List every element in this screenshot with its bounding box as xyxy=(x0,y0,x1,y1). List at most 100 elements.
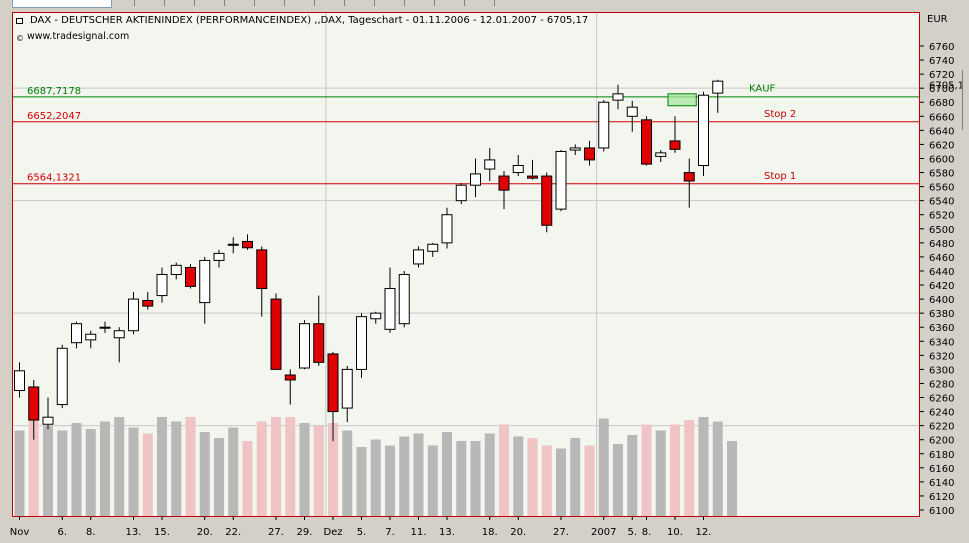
toolbar xyxy=(0,0,969,8)
volume-bar xyxy=(470,441,481,516)
toolbar-button[interactable] xyxy=(150,0,165,6)
toolbar-button[interactable] xyxy=(120,0,135,6)
y-tick-label: 6600 xyxy=(929,154,954,165)
last-price-label: 6705,17 xyxy=(929,81,969,92)
toolbar-button[interactable] xyxy=(480,0,495,6)
candle-up xyxy=(85,333,97,341)
candle-up xyxy=(512,165,524,174)
volume-bar xyxy=(427,445,438,516)
right-scrollbar[interactable] xyxy=(962,70,969,130)
x-tick-label: Dez xyxy=(323,527,342,538)
candle-up xyxy=(598,101,610,149)
volume-bar xyxy=(698,417,709,516)
volume-bar xyxy=(541,445,552,516)
volume-bar xyxy=(513,436,524,516)
x-tick-label: 6. xyxy=(57,527,67,538)
candle-up xyxy=(56,347,68,406)
candle-up xyxy=(156,273,168,297)
x-tick-label: 22. xyxy=(225,527,241,538)
x-tick-label: 15. xyxy=(154,527,170,538)
candle-up xyxy=(427,243,439,252)
x-tick-label: 20. xyxy=(197,527,213,538)
volume-bar xyxy=(670,424,680,516)
volume-bar xyxy=(385,445,395,516)
y-tick-label: 6180 xyxy=(929,450,954,461)
volume-bar xyxy=(114,417,125,516)
volume-bar xyxy=(256,421,267,516)
candle-up xyxy=(341,368,353,409)
y-tick-label: 6300 xyxy=(929,365,954,376)
currency-label: EUR xyxy=(927,14,948,25)
y-tick-label: 6160 xyxy=(929,464,954,475)
y-tick-label: 6280 xyxy=(929,379,954,390)
toolbar-button[interactable] xyxy=(360,0,375,6)
chart-title: DAX - DEUTSCHER AKTIENINDEX (PERFORMANCE… xyxy=(30,15,589,26)
candle-up xyxy=(555,150,567,210)
candle-down xyxy=(683,172,695,182)
candle-up xyxy=(299,323,310,369)
volume-bar xyxy=(214,438,224,516)
volume-bar xyxy=(171,421,182,516)
y-tick-label: 6360 xyxy=(929,323,954,334)
x-tick-label: 27. xyxy=(553,527,569,538)
y-tick-label: 6100 xyxy=(929,506,954,517)
y-tick-label: 6620 xyxy=(929,140,954,151)
annotation-label: Stop 2 xyxy=(764,109,796,120)
x-tick-label: Nov xyxy=(10,527,30,538)
volume-bar xyxy=(399,436,410,516)
candle-up xyxy=(470,173,481,186)
candle-down xyxy=(284,374,296,381)
volume-bar xyxy=(370,439,381,516)
volume-bar xyxy=(484,433,495,516)
toolbar-button[interactable] xyxy=(450,0,465,6)
candle-up xyxy=(170,264,182,275)
x-tick-label: 5. xyxy=(627,527,637,538)
volume-bar xyxy=(342,430,353,516)
toolbar-button[interactable] xyxy=(420,0,435,6)
y-tick-label: 6580 xyxy=(929,169,954,180)
candle-up xyxy=(398,273,410,325)
toolbar-button[interactable] xyxy=(240,0,255,6)
candle-up xyxy=(612,93,624,101)
candle-down xyxy=(185,266,196,287)
volume-bar xyxy=(727,441,737,516)
candle-down xyxy=(256,249,268,290)
x-tick-label: 18. xyxy=(482,527,498,538)
toolbar-button[interactable] xyxy=(270,0,285,6)
annotation-label: KAUF xyxy=(749,84,776,95)
x-tick-label: 27. xyxy=(268,527,284,538)
volume-bar xyxy=(71,423,82,516)
candle-down xyxy=(498,175,510,191)
candle-up xyxy=(712,80,724,94)
toolbar-button[interactable] xyxy=(330,0,345,6)
toolbar-button[interactable] xyxy=(180,0,195,6)
volume-bar xyxy=(655,430,666,516)
x-tick-label: 8. xyxy=(86,527,96,538)
toolbar-button[interactable] xyxy=(210,0,225,6)
volume-bar xyxy=(199,432,210,516)
y-tick-label: 6400 xyxy=(929,295,954,306)
y-tick-label: 6760 xyxy=(929,42,954,53)
volume-bar xyxy=(499,424,509,516)
candle-up xyxy=(698,94,709,167)
volume-bar xyxy=(14,430,25,516)
volume-bar xyxy=(28,417,39,516)
symbol-input[interactable] xyxy=(12,0,112,8)
y-tick-label: 6700 xyxy=(929,84,954,95)
candle-up xyxy=(370,312,382,320)
volume-bar xyxy=(356,447,367,516)
candle-up xyxy=(42,416,54,425)
toolbar-button[interactable] xyxy=(390,0,405,6)
y-tick-label: 6680 xyxy=(929,98,954,109)
volume-bar xyxy=(627,435,638,516)
candle-up xyxy=(626,106,638,117)
y-tick-label: 6320 xyxy=(929,351,954,362)
volume-bar xyxy=(228,427,239,516)
volume-bar xyxy=(313,426,324,516)
y-tick-label: 6540 xyxy=(929,197,954,208)
candle-down xyxy=(313,323,325,363)
y-tick-label: 6120 xyxy=(929,492,954,503)
annotation-label: Stop 1 xyxy=(764,171,796,182)
toolbar-button[interactable] xyxy=(300,0,315,6)
